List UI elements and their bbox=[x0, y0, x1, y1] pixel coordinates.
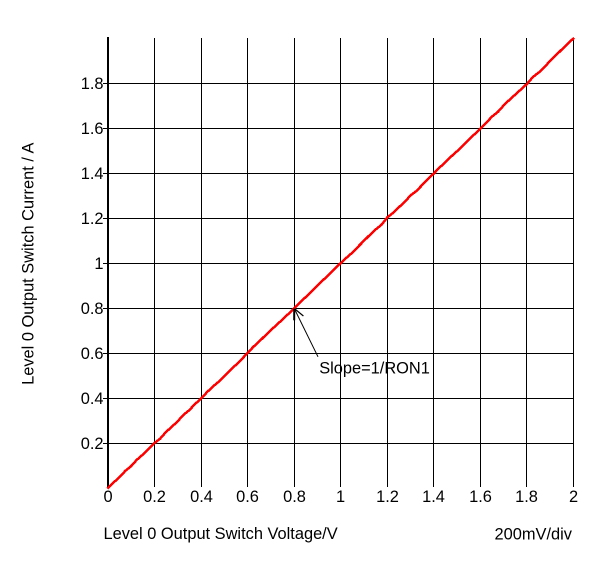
svg-text:0.6: 0.6 bbox=[236, 488, 259, 506]
svg-text:2: 2 bbox=[569, 488, 578, 506]
svg-text:1.4: 1.4 bbox=[422, 488, 445, 506]
svg-text:1.8: 1.8 bbox=[81, 75, 104, 93]
svg-text:1.2: 1.2 bbox=[81, 210, 104, 228]
svg-text:1.2: 1.2 bbox=[376, 488, 399, 506]
svg-text:Slope=1/RON1: Slope=1/RON1 bbox=[319, 360, 430, 378]
svg-text:0.8: 0.8 bbox=[283, 488, 306, 506]
svg-text:0.2: 0.2 bbox=[143, 488, 166, 506]
svg-text:0.4: 0.4 bbox=[81, 390, 104, 408]
svg-text:200mV/div: 200mV/div bbox=[495, 526, 573, 544]
svg-text:0.4: 0.4 bbox=[190, 488, 213, 506]
svg-text:0.2: 0.2 bbox=[81, 435, 104, 453]
svg-text:1.6: 1.6 bbox=[81, 120, 104, 138]
svg-text:1.4: 1.4 bbox=[81, 165, 104, 183]
svg-text:0: 0 bbox=[103, 488, 112, 506]
svg-text:0.6: 0.6 bbox=[81, 345, 104, 363]
svg-text:1.8: 1.8 bbox=[515, 488, 538, 506]
svg-text:0.8: 0.8 bbox=[81, 300, 104, 318]
svg-text:1.6: 1.6 bbox=[469, 488, 492, 506]
svg-text:Level 0 Output Switch Voltage/: Level 0 Output Switch Voltage/V bbox=[104, 525, 338, 543]
svg-text:1: 1 bbox=[336, 488, 345, 506]
svg-text:1: 1 bbox=[94, 255, 103, 273]
svg-text:Level 0 Output Switch Current: Level 0 Output Switch Current / A bbox=[20, 142, 38, 384]
